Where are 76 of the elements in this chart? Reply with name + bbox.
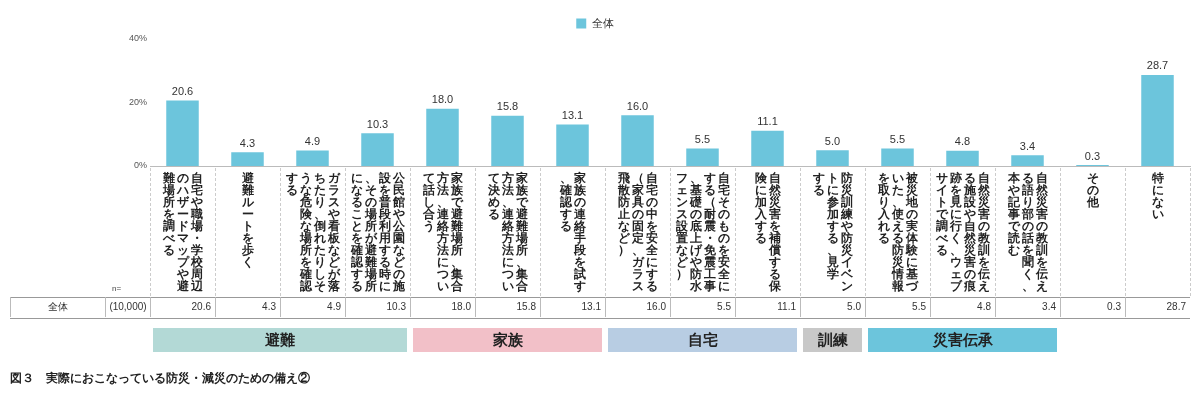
text: 家族: [413, 328, 602, 352]
category-label: 自然災害の教訓を伝える施設や自然災害の痕跡を見に行く、ウェブサイトで調べる: [935, 171, 990, 293]
text: 5.0: [824, 134, 841, 147]
bar: [166, 100, 199, 166]
text: 10.3: [366, 117, 389, 130]
bar: [361, 133, 394, 166]
text: 災害伝承: [868, 328, 1057, 352]
text: 11.1: [757, 115, 778, 128]
data-label: 4.8: [930, 297, 995, 317]
x-tick-label: 避難ルートを歩く: [241, 171, 254, 269]
text: 3.4: [1019, 139, 1036, 152]
text: 28.7: [1146, 59, 1169, 72]
text: 4.8: [954, 135, 971, 148]
x-tick-label: 特にない: [1151, 171, 1164, 221]
text: (10,000): [105, 297, 150, 317]
text: 全体: [48, 301, 68, 312]
text: 20.6: [171, 85, 194, 98]
y-tick-label: 0%: [133, 160, 147, 171]
data-label: 0.3: [1060, 297, 1125, 317]
text: 16.0: [626, 99, 649, 112]
category-label: ガラスや看板などが落ちたり、倒れたりしそうな危険な場所を確認する: [285, 171, 340, 293]
category-label: 自宅の中を安全にする（家具の固定、ガラス飛散防止など）: [617, 171, 658, 293]
data-label: 16.0: [605, 297, 670, 317]
bar: [686, 148, 719, 166]
data-label: 5.5: [865, 297, 930, 317]
bar: [881, 148, 914, 166]
bar: [946, 150, 979, 166]
data-label: 28.7: [1125, 297, 1190, 317]
text: 訓練: [803, 328, 862, 352]
text: 5.5: [694, 133, 711, 146]
text: 0.3: [1084, 149, 1101, 162]
y-tick-label: 20%: [128, 96, 147, 107]
bar: [296, 150, 329, 166]
text: 図３ 実際におこなっている防災・減災のための備え②: [10, 370, 310, 387]
data-label: 5.0: [800, 297, 865, 317]
text: 4.3: [239, 136, 256, 149]
y-tick-label: 40%: [128, 33, 147, 44]
category-label: 公民館や公園などの施設を普段利用する時に、その場所が避難場所になることを確認する: [350, 171, 405, 293]
data-label: 4.3: [215, 297, 280, 317]
x-tick-label: その他: [1086, 171, 1099, 209]
data-label: 18.0: [410, 297, 475, 317]
category-label: 家族の連絡手段を試す、確認する: [559, 171, 586, 293]
category-label: 自然災害を補償する保険に加入する: [754, 171, 781, 293]
category-label: 防災訓練や防災イベントに参加する、見学する: [812, 171, 853, 293]
data-label: 20.6: [150, 297, 215, 317]
bar: [816, 150, 849, 166]
text: 5.5: [889, 133, 906, 146]
text: n=: [112, 284, 122, 293]
bar: [426, 108, 459, 166]
bar: [231, 152, 264, 166]
text: 自宅: [608, 328, 797, 352]
text: 15.8: [496, 100, 519, 113]
data-label: 13.1: [540, 297, 605, 317]
bar: [1141, 74, 1174, 166]
data-label: 15.8: [475, 297, 540, 317]
category-label: 自然災害の教訓を伝える語り部の話を聞く、本や記事で読む: [1007, 171, 1048, 293]
data-label: 10.3: [345, 297, 410, 317]
bar: [751, 130, 784, 166]
data-label: 5.5: [670, 297, 735, 317]
text: 13.1: [561, 108, 584, 121]
text: 4.9: [304, 134, 321, 147]
category-label: 家族で避難場所、集合方法、連絡方法について決める: [487, 171, 528, 293]
category-label: 家族で避難場所、集合方法、連絡方法について話し合う: [422, 171, 463, 293]
data-label: 4.9: [280, 297, 345, 317]
bar: [1011, 155, 1044, 166]
text: 避難: [153, 328, 407, 352]
bar: [491, 115, 524, 166]
bar: [556, 124, 589, 166]
bar: [621, 115, 654, 166]
data-label: 11.1: [735, 297, 800, 317]
text: 18.0: [431, 93, 454, 106]
category-label: 被災地の実体験に基づいた、使える防災情報を取り入れる: [877, 171, 918, 293]
legend-label: 全体: [591, 16, 614, 29]
data-label: 3.4: [995, 297, 1060, 317]
category-label: 自宅そのものを安全にする（耐震・免震工事、基礎の底上げや防水フェンス設置など）: [675, 171, 730, 293]
category-label: 自宅や職場・学校周辺のハザードマップや避難場所を調べる: [162, 171, 203, 293]
